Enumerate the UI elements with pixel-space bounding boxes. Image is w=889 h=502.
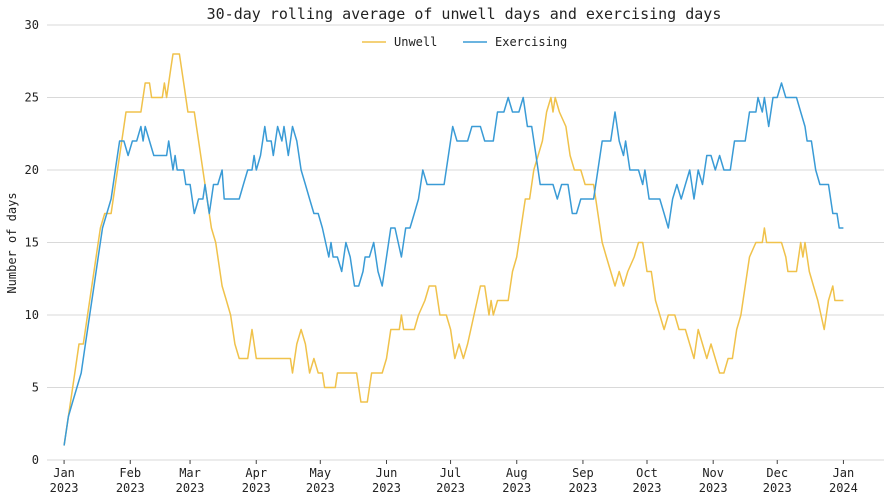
x-tick-label-year: 2023 <box>763 481 792 495</box>
y-tick-label: 25 <box>25 91 39 105</box>
x-tick-label-month: Mar <box>179 466 201 480</box>
x-tick-label-year: 2023 <box>176 481 205 495</box>
x-axis-ticks: Jan2023Feb2023Mar2023Apr2023May2023Jun20… <box>50 460 858 495</box>
series-lines <box>63 53 844 446</box>
legend-label-exercising: Exercising <box>495 35 567 49</box>
x-tick-label-month: Aug <box>506 466 528 480</box>
y-axis-label: Number of days <box>5 192 19 293</box>
y-tick-label: 5 <box>32 381 39 395</box>
x-tick-label-month: Dec <box>766 466 788 480</box>
x-tick-label-month: Feb <box>119 466 141 480</box>
x-tick-label-year: 2024 <box>829 481 858 495</box>
x-tick-label-month: Apr <box>245 466 267 480</box>
x-tick-label-month: May <box>309 466 331 480</box>
x-tick-label-month: Jan <box>833 466 855 480</box>
x-tick-label-month: Jun <box>376 466 398 480</box>
x-tick-label-month: Sep <box>572 466 594 480</box>
series-line-unwell <box>63 53 844 446</box>
x-tick-label-year: 2023 <box>116 481 145 495</box>
x-tick-label-year: 2023 <box>50 481 79 495</box>
y-tick-label: 30 <box>25 18 39 32</box>
x-tick-label-year: 2023 <box>633 481 662 495</box>
x-tick-label-month: Jan <box>53 466 75 480</box>
legend: Unwell Exercising <box>362 35 567 49</box>
y-tick-label: 10 <box>25 308 39 322</box>
x-tick-label-year: 2023 <box>502 481 531 495</box>
y-tick-label: 20 <box>25 163 39 177</box>
x-tick-label-year: 2023 <box>372 481 401 495</box>
x-tick-label-month: Oct <box>636 466 658 480</box>
x-tick-label-month: Jul <box>440 466 462 480</box>
y-tick-label: 15 <box>25 236 39 250</box>
x-tick-label-year: 2023 <box>699 481 728 495</box>
series-line-exercising <box>63 82 844 446</box>
legend-label-unwell: Unwell <box>394 35 437 49</box>
x-tick-label-year: 2023 <box>306 481 335 495</box>
x-tick-label-year: 2023 <box>242 481 271 495</box>
x-tick-label-month: Nov <box>702 466 724 480</box>
y-tick-label: 0 <box>32 453 39 467</box>
chart-title: 30-day rolling average of unwell days an… <box>207 5 722 23</box>
x-tick-label-year: 2023 <box>436 481 465 495</box>
x-tick-label-year: 2023 <box>568 481 597 495</box>
y-axis-ticks: 0 5 10 15 20 25 30 <box>25 18 39 467</box>
